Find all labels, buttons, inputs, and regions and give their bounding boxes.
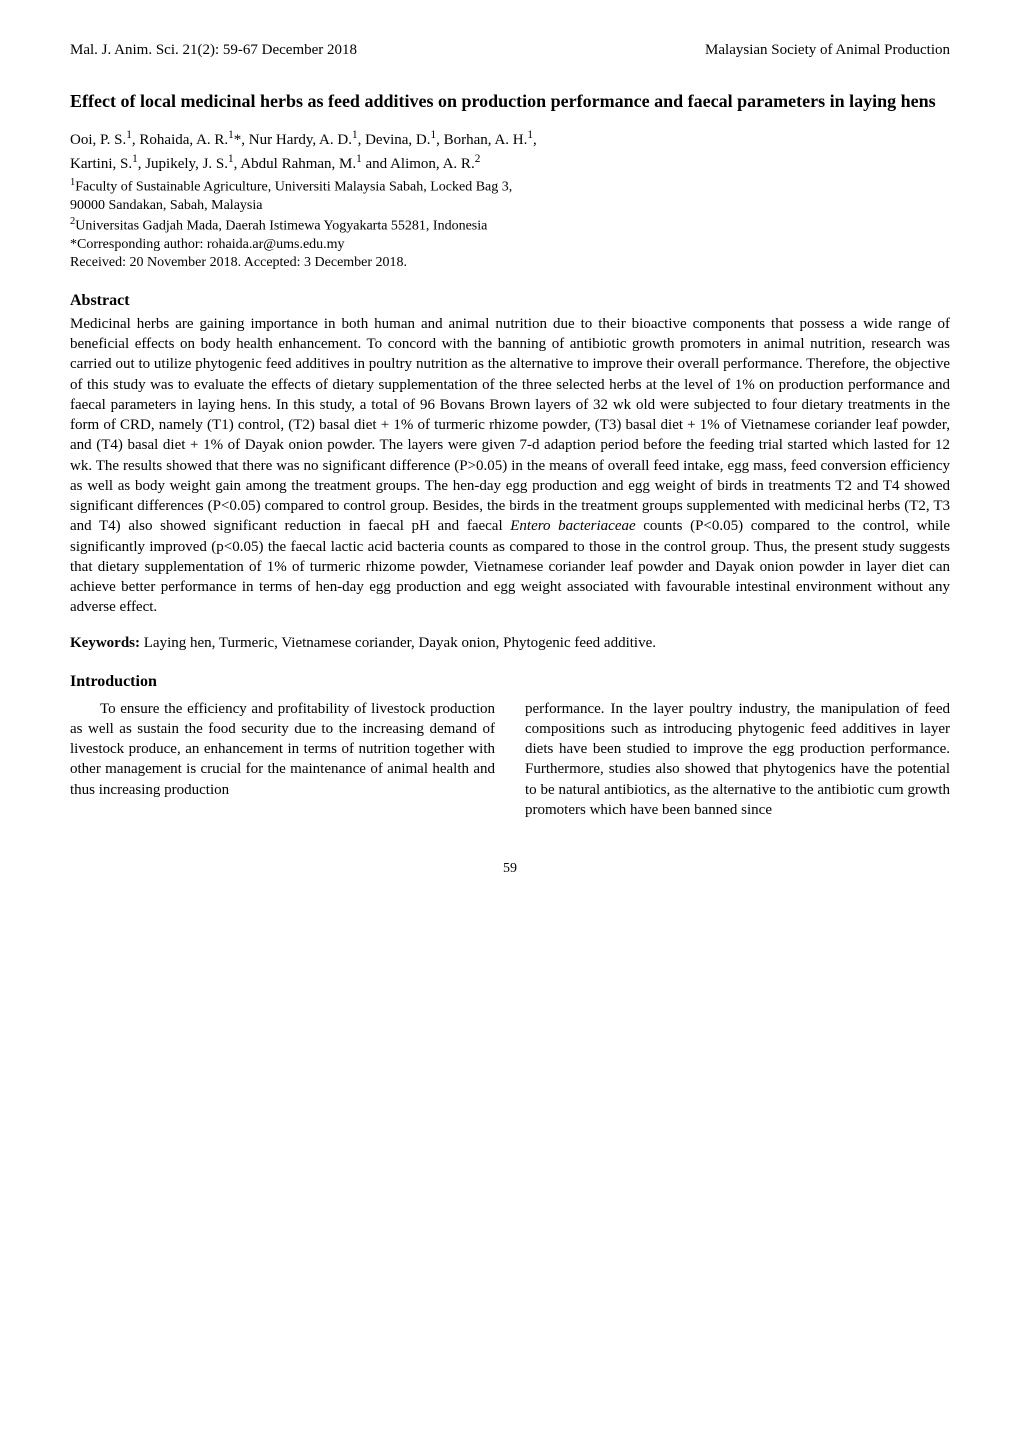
authors-line-2: Kartini, S.1, Jupikely, J. S.1, Abdul Ra… (70, 152, 950, 174)
corresponding-author: *Corresponding author: rohaida.ar@ums.ed… (70, 236, 950, 254)
article-title: Effect of local medicinal herbs as feed … (70, 90, 950, 113)
intro-col-right: performance. In the layer poultry indust… (525, 699, 950, 821)
page-number: 59 (70, 860, 950, 879)
header-right: Malaysian Society of Animal Production (705, 40, 950, 60)
keywords-text: Laying hen, Turmeric, Vietnamese coriand… (140, 635, 656, 651)
header-left: Mal. J. Anim. Sci. 21(2): 59-67 December… (70, 40, 357, 60)
keywords-label: Keywords: (70, 635, 140, 651)
affiliation-2: 2Universitas Gadjah Mada, Daerah Istimew… (70, 215, 950, 236)
authors-line-1: Ooi, P. S.1, Rohaida, A. R.1*, Nur Hardy… (70, 128, 950, 150)
keywords-line: Keywords: Laying hen, Turmeric, Vietname… (70, 633, 950, 653)
introduction-columns: To ensure the efficiency and profitabili… (70, 699, 950, 821)
introduction-heading: Introduction (70, 671, 950, 693)
affiliation-1: 1Faculty of Sustainable Agriculture, Uni… (70, 176, 950, 197)
affiliation-1b: 90000 Sandakan, Sabah, Malaysia (70, 197, 950, 215)
running-header: Mal. J. Anim. Sci. 21(2): 59-67 December… (70, 40, 950, 60)
intro-col-left: To ensure the efficiency and profitabili… (70, 699, 495, 821)
abstract-body: Medicinal herbs are gaining importance i… (70, 314, 950, 618)
intro-left-para: To ensure the efficiency and profitabili… (70, 699, 495, 800)
received-accepted-dates: Received: 20 November 2018. Accepted: 3 … (70, 254, 950, 272)
abstract-heading: Abstract (70, 290, 950, 312)
intro-right-para: performance. In the layer poultry indust… (525, 699, 950, 821)
